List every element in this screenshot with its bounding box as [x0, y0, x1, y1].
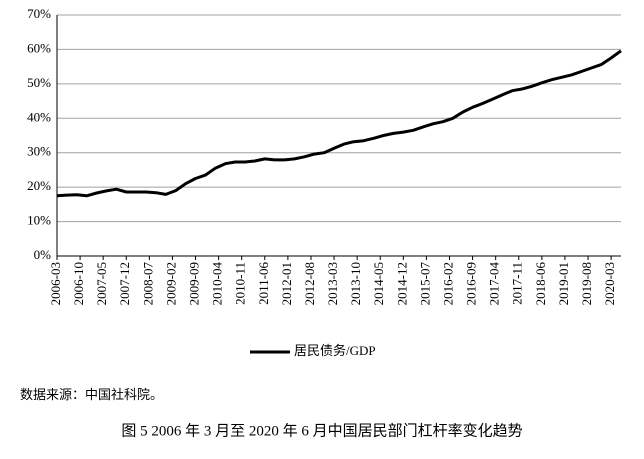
x-tick-label: 2011-06: [256, 262, 271, 305]
y-tick-label: 40%: [27, 109, 51, 124]
y-tick-label: 10%: [27, 213, 51, 228]
x-tick-label: 2007-05: [94, 262, 109, 305]
x-tick-label: 2007-12: [117, 262, 132, 305]
x-tick-label: 2010-11: [233, 262, 248, 305]
y-tick-label: 70%: [27, 6, 51, 21]
x-tick-label: 2013-10: [348, 262, 363, 305]
y-tick-label: 20%: [27, 178, 51, 193]
legend-label: 居民债务/GDP: [294, 343, 376, 358]
x-tick-label: 2015-07: [417, 262, 432, 306]
y-tick-label: 30%: [27, 144, 51, 159]
x-tick-label: 2013-03: [325, 262, 340, 305]
source-note: 数据来源：中国社科院。: [20, 387, 163, 402]
x-tick-label: 2017-11: [510, 262, 525, 305]
x-tick-label: 2014-12: [394, 262, 409, 305]
x-tick-label: 2012-01: [279, 262, 294, 305]
caption: 图 5 2006 年 3 月至 2020 年 6 月中国居民部门杠杆率变化趋势: [121, 422, 522, 439]
x-tick-label: 2019-01: [556, 262, 571, 305]
x-tick-label: 2012-08: [302, 262, 317, 305]
x-tick-label: 2009-02: [163, 262, 178, 305]
x-tick-label: 2006-03: [48, 262, 63, 305]
x-tick-label: 2018-06: [533, 262, 548, 306]
y-tick-label: 60%: [27, 40, 51, 55]
x-tick-label: 2008-07: [140, 262, 155, 306]
x-tick-label: 2006-10: [71, 262, 86, 305]
x-tick-label: 2019-08: [579, 262, 594, 305]
y-tick-label: 50%: [27, 75, 51, 90]
x-tick-label: 2017-04: [487, 262, 502, 306]
x-tick-label: 2016-09: [464, 262, 479, 305]
data-line: [56, 49, 622, 198]
x-tick-label: 2009-09: [187, 262, 202, 305]
x-tick-label: 2014-05: [371, 262, 386, 305]
y-tick-label: 0%: [34, 247, 52, 262]
x-tick-label: 2016-02: [440, 262, 455, 305]
x-tick-label: 2010-04: [210, 262, 225, 306]
x-tick-label: 2020-03: [602, 262, 617, 305]
